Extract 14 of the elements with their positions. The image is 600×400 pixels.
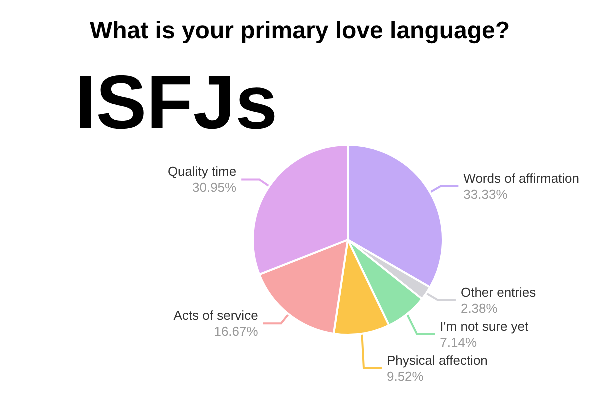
slice-label: Words of affirmation	[464, 171, 580, 186]
chart-subtitle: ISFJs	[75, 60, 278, 146]
slice-label: Other entries	[460, 284, 537, 300]
data-label: 2.38%	[460, 300, 498, 316]
data-label: 16.67%	[214, 324, 259, 340]
data-label: 30.95%	[192, 180, 238, 196]
slice-label: Physical affection	[386, 352, 488, 368]
chart-title: What is your primary love language?	[90, 18, 510, 44]
data-label: 33.33%	[464, 187, 508, 202]
slice-label: I'm not sure yet	[440, 318, 530, 334]
slice-label: Quality time	[168, 164, 237, 180]
slice-label: Acts of service	[174, 308, 258, 324]
data-label: 9.52%	[386, 368, 424, 384]
data-label: 7.14%	[440, 334, 478, 350]
